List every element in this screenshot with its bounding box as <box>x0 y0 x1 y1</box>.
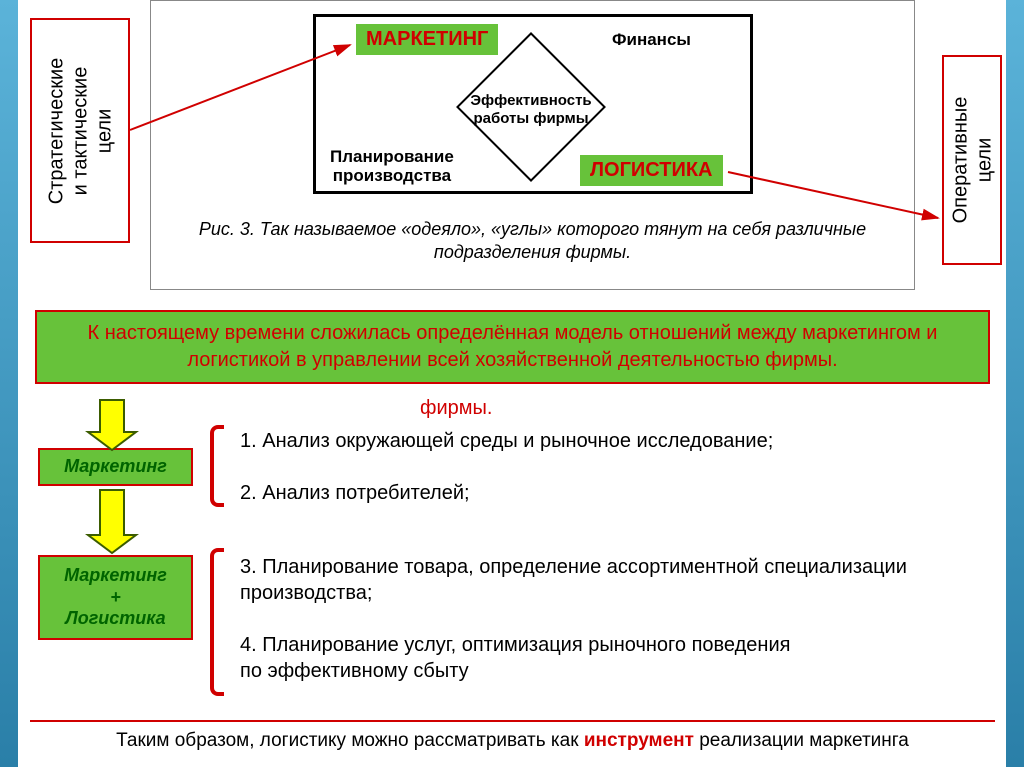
model-statement-box: К настоящему времени сложилась определён… <box>35 310 990 384</box>
item-4: 4. Планирование услуг, оптимизация рыноч… <box>240 632 1000 684</box>
marketing-box: Маркетинг <box>38 448 193 486</box>
item-1: 1. Анализ окружающей среды и рыночное ис… <box>240 428 980 454</box>
finance-label: Финансы <box>612 30 691 50</box>
bracket-top <box>210 425 224 507</box>
efficiency-text: Эффективность работы фирмы <box>456 92 606 128</box>
planning-label: Планирование производства <box>330 148 454 185</box>
item-firmy: фирмы. <box>420 395 492 421</box>
conclusion-text: Таким образом, логистику можно рассматри… <box>60 730 965 752</box>
bracket-bottom <box>210 548 224 696</box>
strategic-goals-box: Стратегические и тактические цели <box>30 18 130 243</box>
bottom-divider <box>30 720 995 722</box>
marketing-logistics-box: Маркетинг + Логистика <box>38 555 193 640</box>
figure-caption: Рис. 3. Так называемое «одеяло», «углы» … <box>190 218 875 265</box>
decor-stripe-left <box>0 0 18 767</box>
logistics-label: ЛОГИСТИКА <box>580 155 723 186</box>
operational-goals-box: Оперативные цели <box>942 55 1002 265</box>
operational-goals-text: Оперативные цели <box>948 97 996 224</box>
decor-stripe-right <box>1006 0 1024 767</box>
item-2: 2. Анализ потребителей; <box>240 480 980 506</box>
item-3: 3. Планирование товара, определение ассо… <box>240 554 990 606</box>
marketing-label: МАРКЕТИНГ <box>356 24 498 55</box>
strategic-goals-text: Стратегические и тактические цели <box>44 57 116 204</box>
